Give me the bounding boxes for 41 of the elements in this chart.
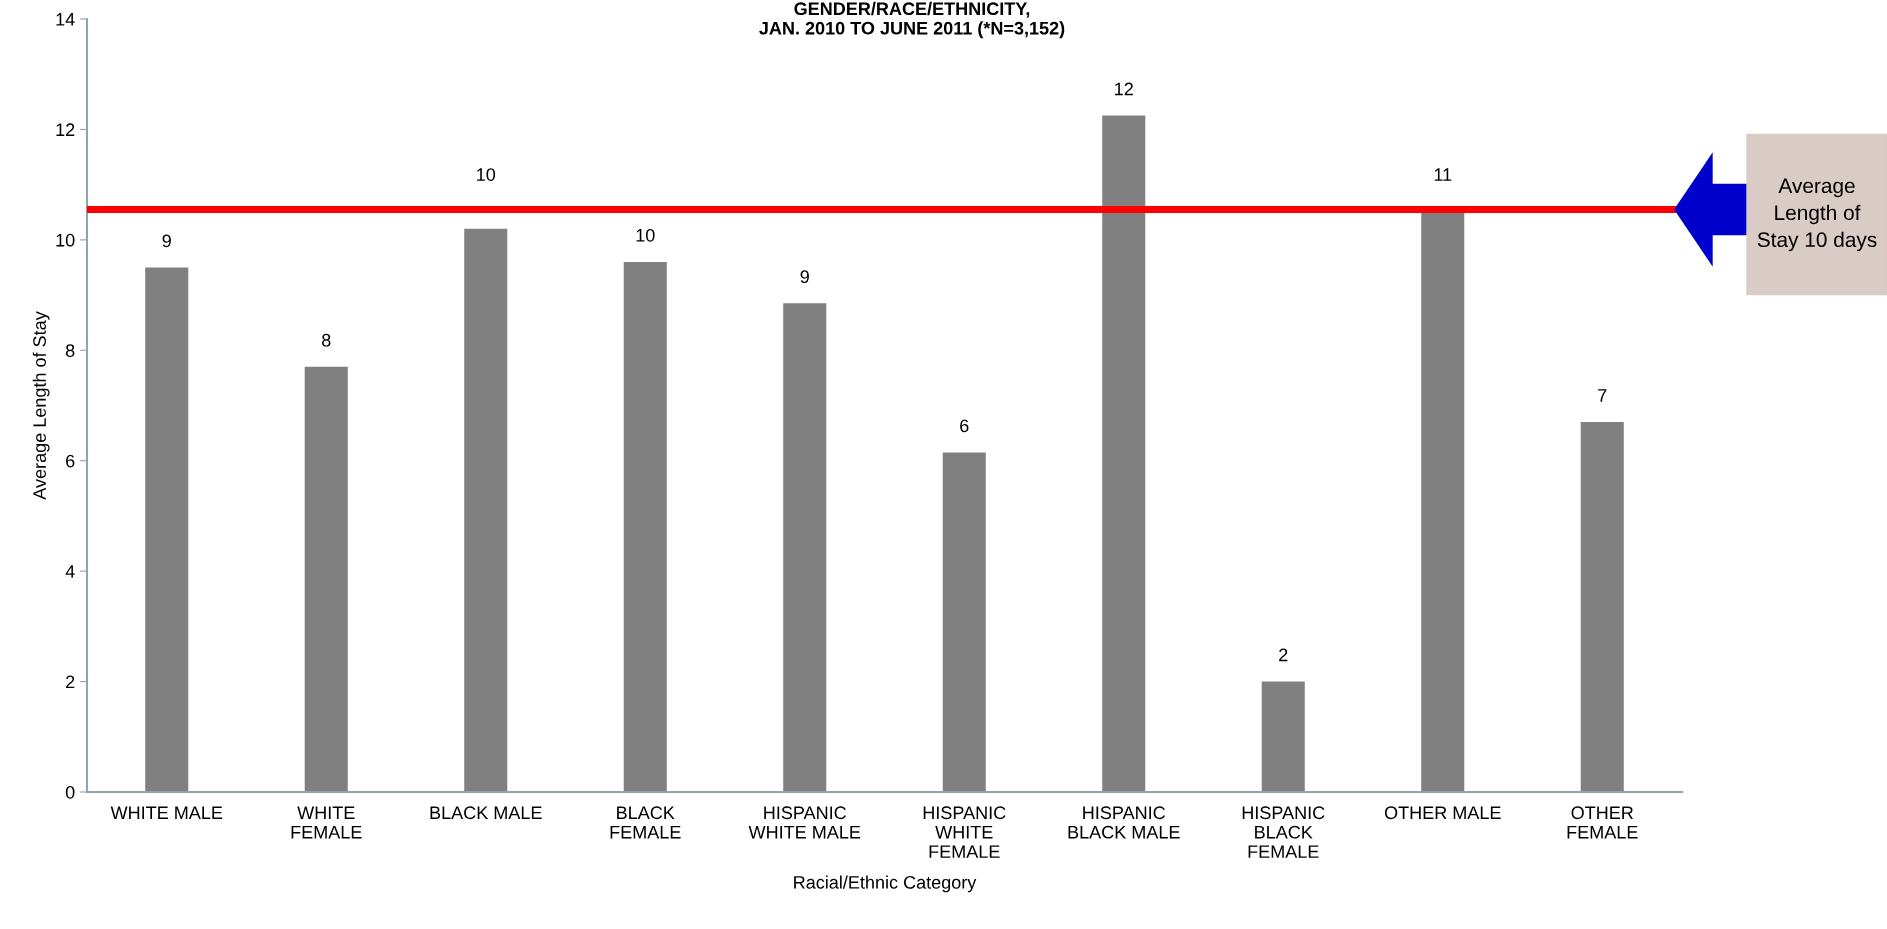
- x-tick-label: HISPANIC BLACK MALE: [1068, 806, 1180, 839]
- x-axis-title: Racial/Ethnic Category: [794, 875, 977, 893]
- data-label: 12: [1115, 82, 1133, 96]
- bar: [942, 452, 986, 792]
- x-tick-label: BLACK FEMALE: [610, 806, 681, 839]
- data-label: 8: [322, 333, 331, 347]
- bar: [1261, 681, 1305, 792]
- data-label: 9: [162, 234, 171, 248]
- data-label: 2: [1279, 648, 1288, 662]
- y-tick-label: 8: [65, 344, 75, 358]
- data-label: 9: [800, 270, 809, 284]
- bar: [1580, 422, 1624, 792]
- x-tick-label: WHITE MALE: [110, 806, 223, 819]
- x-tick-label: HISPANIC BLACK FEMALE: [1242, 806, 1325, 858]
- x-tick-label: HISPANIC WHITE FEMALE: [923, 806, 1006, 858]
- y-tick-label: 0: [65, 785, 75, 799]
- y-tick-label: 2: [66, 675, 75, 689]
- bar: [145, 267, 189, 792]
- data-label: 7: [1598, 389, 1607, 402]
- x-tick-label: BLACK MALE: [430, 806, 542, 820]
- y-tick-label: 10: [56, 233, 75, 247]
- chart-title: GENDER/RACE/ETHNICITY, JAN. 2010 TO JUNE 2011 (*N=3,152): [759, 1, 1065, 39]
- y-tick-label: 14: [56, 13, 75, 26]
- bar: [623, 261, 667, 792]
- ref-line-label: Average Length of Stay 10 days: [1757, 178, 1877, 252]
- y-axis-title: Average Length of Stay: [32, 311, 50, 500]
- x-tick-label: OTHER FEMALE: [1567, 806, 1638, 839]
- y-tick-label: 4: [65, 565, 75, 578]
- x-tick-label: OTHER MALE: [1384, 806, 1501, 820]
- bar: [1102, 115, 1146, 792]
- bar: [783, 303, 827, 792]
- x-tick-label: WHITE FEMALE: [291, 806, 362, 839]
- bar: [464, 228, 508, 792]
- data-label: 11: [1434, 168, 1452, 181]
- y-tick-label: 6: [66, 454, 75, 468]
- y-tick-label: 12: [56, 123, 75, 136]
- bar: [304, 366, 348, 792]
- data-label: 10: [636, 228, 655, 242]
- data-label: 10: [477, 168, 496, 181]
- x-tick-label: HISPANIC WHITE MALE: [748, 806, 861, 839]
- data-label: 6: [960, 419, 969, 433]
